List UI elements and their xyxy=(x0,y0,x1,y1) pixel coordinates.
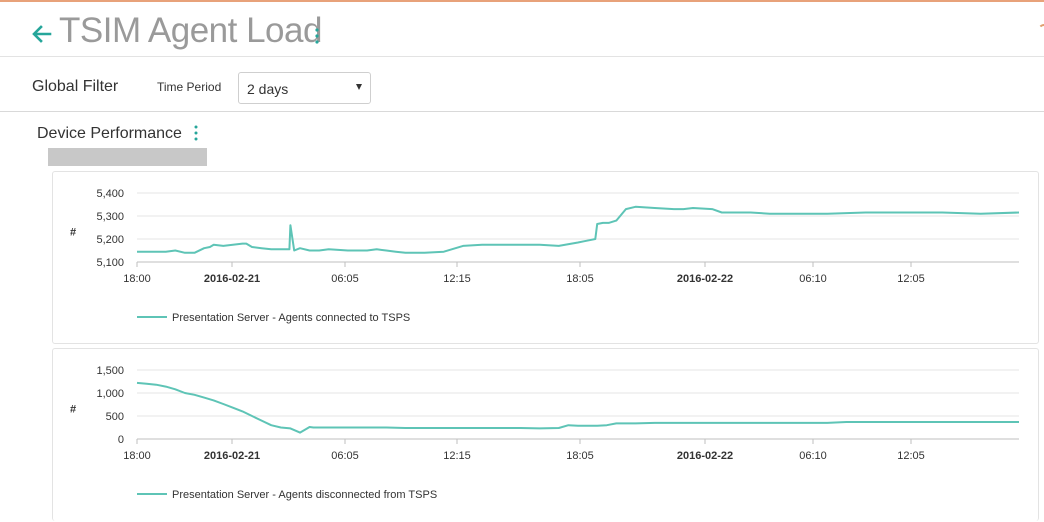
back-arrow-icon[interactable] xyxy=(30,22,54,46)
y-tick-label: 5,200 xyxy=(96,234,124,246)
legend-label[interactable]: Presentation Server - Agents disconnecte… xyxy=(172,489,437,501)
series-line xyxy=(137,205,1020,254)
loading-indicator-icon xyxy=(1038,24,1044,36)
page-title: TSIM Agent Load xyxy=(59,11,322,50)
x-tick-label: 2016-02-21 xyxy=(204,450,260,462)
x-tick-label: 06:05 xyxy=(331,450,359,462)
x-tick-label: 2016-02-22 xyxy=(677,273,733,285)
x-tick-label: 06:10 xyxy=(799,273,827,285)
y-axis-label: # xyxy=(70,227,76,239)
x-tick-label: 18:00 xyxy=(123,273,151,285)
section-title: Device Performance xyxy=(37,125,182,142)
x-tick-label: 12:15 xyxy=(443,450,471,462)
chart-agents-connected: 5,100 5,200 5,300 5,400 #18:00 2016-02-21 06:0… xyxy=(70,188,1020,324)
legend-label[interactable]: Presentation Server - Agents connected t… xyxy=(172,312,410,324)
x-tick-label: 18:05 xyxy=(566,273,594,285)
x-tick-label: 2016-02-21 xyxy=(204,273,260,285)
chart-panel-disconnected: 0 500 1,000 1,500 #18:00 2016-02-21 06:05 12:15… xyxy=(52,348,1039,521)
x-tick-label: 12:05 xyxy=(897,450,925,462)
time-period-select[interactable]: 2 days xyxy=(238,72,371,104)
top-accent-border xyxy=(0,0,1044,2)
x-tick-label: 18:00 xyxy=(123,450,151,462)
y-tick-label: 5,300 xyxy=(96,211,124,223)
chart-panel-connected: 5,100 5,200 5,300 5,400 #18:00 2016-02-21 06:0… xyxy=(52,171,1039,344)
y-tick-label: 0 xyxy=(118,434,124,446)
y-tick-label: 5,400 xyxy=(96,188,124,200)
chart-agents-disconnected: 0 500 1,000 1,500 #18:00 2016-02-21 06:05 12:15… xyxy=(70,365,1019,501)
x-tick-label: 06:10 xyxy=(799,450,827,462)
x-tick-label: 12:15 xyxy=(443,273,471,285)
y-tick-label: 1,000 xyxy=(96,388,124,400)
y-axis-label: # xyxy=(70,404,76,416)
more-vert-icon[interactable] xyxy=(312,26,322,46)
page-header: TSIM Agent Load xyxy=(0,2,1044,57)
y-tick-label: 1,500 xyxy=(96,365,124,377)
x-tick-label: 12:05 xyxy=(897,273,925,285)
caret-down-icon xyxy=(356,84,362,90)
global-filter-bar: Global Filter Time Period 2 days xyxy=(0,57,1044,112)
x-tick-label: 18:05 xyxy=(566,450,594,462)
more-vert-icon[interactable] xyxy=(192,124,200,142)
y-tick-label: 500 xyxy=(106,411,124,423)
time-period-value: 2 days xyxy=(247,81,289,97)
x-tick-label: 2016-02-22 xyxy=(677,450,733,462)
x-tick-label: 06:05 xyxy=(331,273,359,285)
series-line xyxy=(136,381,1019,434)
time-period-label: Time Period xyxy=(157,80,222,94)
redacted-block xyxy=(48,148,207,166)
global-filter-label: Global Filter xyxy=(32,78,119,95)
y-tick-label: 5,100 xyxy=(96,257,124,269)
